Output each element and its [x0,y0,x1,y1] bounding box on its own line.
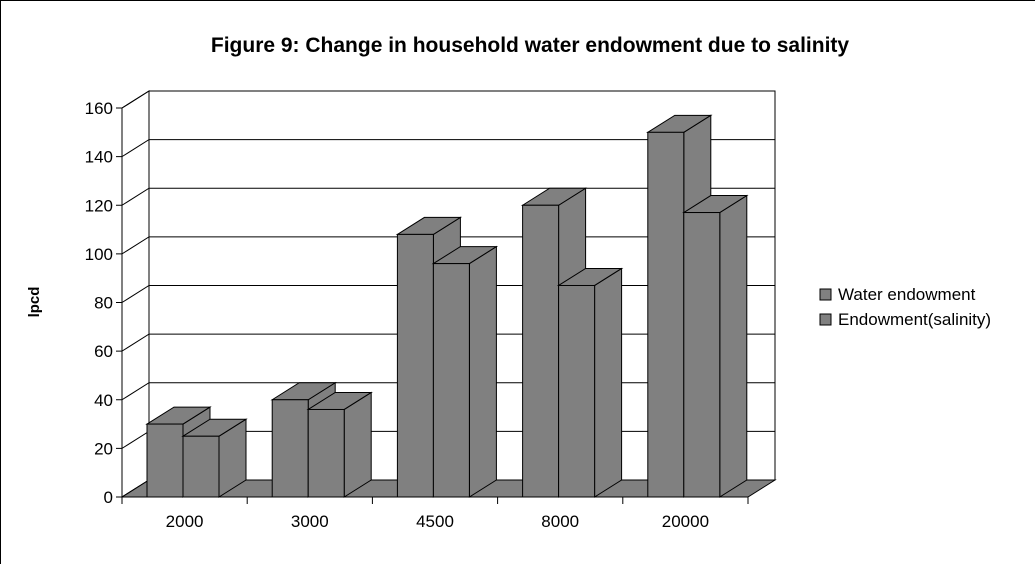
legend-swatch [819,288,832,301]
bar-front [307,408,345,498]
bar-side [719,194,748,498]
axes: 0 20 40 60 80 100 120 140 160 2000 3000 4500 8000 200… [85,99,749,531]
bar-side [343,391,372,498]
bars [145,114,749,498]
y-axis-label: lpcd [26,287,43,318]
bar-front [146,423,184,498]
gridline [121,90,775,109]
y-tick-label: 160 [85,99,113,118]
legend-label: Endowment(salinity) [838,310,991,329]
x-tick-label: 2000 [166,512,204,531]
bar-front [182,435,220,498]
bar-front [522,204,560,498]
x-tick-label: 8000 [541,512,579,531]
bar-endowment-salinity--8000 [556,267,624,498]
bar-endowment-salinity--3000 [306,391,373,498]
x-tick-label: 20000 [662,512,709,531]
y-tick-label: 120 [85,196,113,215]
y-tick-label: 40 [94,391,113,410]
bar-front [683,212,721,498]
bar-endowment-salinity--20000 [682,194,749,498]
bar-side [594,267,623,498]
bar-front [647,131,685,498]
bar-front [271,399,309,498]
y-tick-label: 140 [85,148,113,167]
bar-side [468,245,497,498]
legend-swatch [819,313,832,326]
bar-front [396,233,434,498]
y-tick-label: 100 [85,245,113,264]
legend: Water endowment Endowment(salinity) [819,285,991,329]
bar-front [558,284,596,498]
y-tick-label: 80 [94,294,113,313]
x-tick-label: 3000 [291,512,329,531]
y-tick-label: 20 [94,439,113,458]
y-tick-label: 60 [94,342,113,361]
bar-endowment-salinity--4500 [431,245,499,498]
bar-front [432,263,470,498]
gridline [121,139,775,158]
legend-label: Water endowment [838,285,976,304]
y-tick-label: 0 [104,488,113,507]
chart-title: Figure 9: Change in household water endo… [211,34,850,57]
bar-endowment-salinity--2000 [181,418,248,498]
x-tick-label: 4500 [416,512,454,531]
